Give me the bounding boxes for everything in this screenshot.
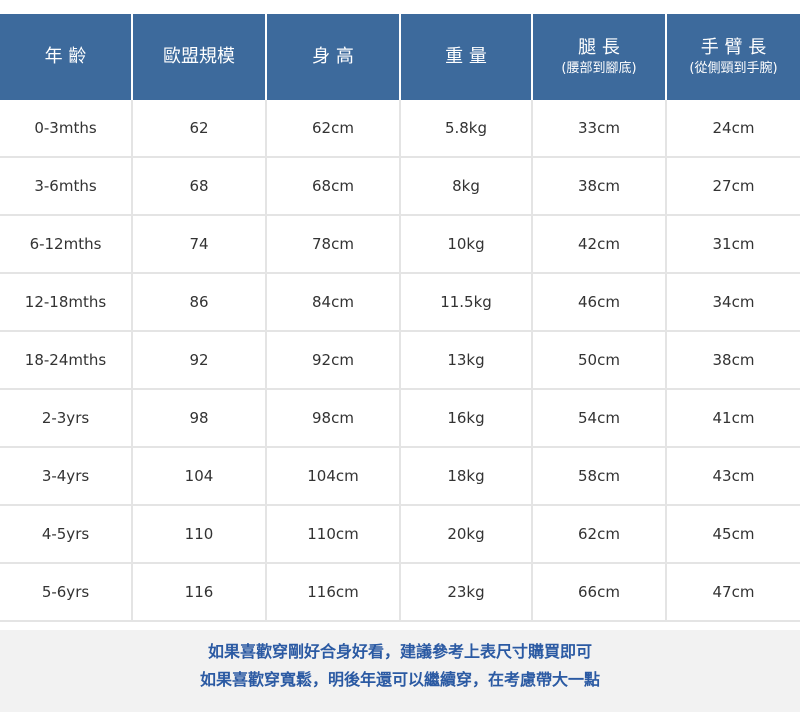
table-cell: 6-12mths (0, 215, 132, 274)
table-cell: 45cm (665, 505, 800, 564)
header-sublabel: (從側頸到手腕) (689, 61, 778, 77)
table-cell: 92cm (265, 331, 400, 390)
table-cell: 74 (131, 215, 266, 274)
table-cell: 86 (131, 273, 266, 332)
table-cell: 116 (131, 563, 266, 622)
table-cell: 116cm (265, 563, 400, 622)
table-row: 18-24mths 92 92cm 13kg 50cm 38cm (0, 331, 800, 390)
header-cell: 年 齡 (0, 14, 132, 100)
table-row: 3-6mths 68 68cm 8kg 38cm 27cm (0, 157, 800, 216)
notes: 如果喜歡穿剛好合身好看，建議參考上表尺寸購買即可 如果喜歡穿寬鬆，明後年還可以繼續… (0, 630, 800, 712)
table-row: 5-6yrs 116 116cm 23kg 66cm 47cm (0, 563, 800, 622)
table-cell: 54cm (531, 389, 666, 448)
table-cell: 50cm (531, 331, 666, 390)
header-sublabel: (腰部到腳底) (561, 61, 637, 77)
header-label: 重 量 (445, 45, 487, 67)
table-cell: 78cm (265, 215, 400, 274)
header-cell: 歐盟規模 (131, 14, 266, 100)
table-cell: 68cm (265, 157, 400, 216)
table-row: 6-12mths 74 78cm 10kg 42cm 31cm (0, 215, 800, 274)
table-cell: 2-3yrs (0, 389, 132, 448)
table-cell: 27cm (665, 157, 800, 216)
table-cell: 98 (131, 389, 266, 448)
table-cell: 12-18mths (0, 273, 132, 332)
table-cell: 38cm (531, 157, 666, 216)
table-row: 2-3yrs 98 98cm 16kg 54cm 41cm (0, 389, 800, 448)
table-cell: 18-24mths (0, 331, 132, 390)
table-row: 3-4yrs 104 104cm 18kg 58cm 43cm (0, 447, 800, 506)
table-cell: 16kg (399, 389, 532, 448)
table-cell: 104cm (265, 447, 400, 506)
header-cell: 身 高 (265, 14, 400, 100)
table-cell: 98cm (265, 389, 400, 448)
table-cell: 24cm (665, 100, 800, 158)
table-cell: 110 (131, 505, 266, 564)
table-cell: 20kg (399, 505, 532, 564)
table-cell: 13kg (399, 331, 532, 390)
table-cell: 33cm (531, 100, 666, 158)
table-cell: 8kg (399, 157, 532, 216)
table-cell: 46cm (531, 273, 666, 332)
table-cell: 110cm (265, 505, 400, 564)
table-cell: 31cm (665, 215, 800, 274)
table-cell: 62 (131, 100, 266, 158)
table-cell: 5-6yrs (0, 563, 132, 622)
table-cell: 0-3mths (0, 100, 132, 158)
header-cell: 腿 長 (腰部到腳底) (531, 14, 666, 100)
table-cell: 3-4yrs (0, 447, 132, 506)
table-cell: 34cm (665, 273, 800, 332)
table-cell: 38cm (665, 331, 800, 390)
table-cell: 68 (131, 157, 266, 216)
header-label: 身 高 (312, 45, 354, 67)
table-cell: 66cm (531, 563, 666, 622)
table-row: 0-3mths 62 62cm 5.8kg 33cm 24cm (0, 100, 800, 158)
table-cell: 41cm (665, 389, 800, 448)
table-row: 4-5yrs 110 110cm 20kg 62cm 45cm (0, 505, 800, 564)
note-line: 如果喜歡穿寬鬆，明後年還可以繼續穿，在考慮帶大一點 (199, 670, 600, 689)
table-cell: 3-6mths (0, 157, 132, 216)
table-cell: 5.8kg (399, 100, 532, 158)
table-cell: 62cm (531, 505, 666, 564)
table-cell: 11.5kg (399, 273, 532, 332)
table-cell: 42cm (531, 215, 666, 274)
table-cell: 58cm (531, 447, 666, 506)
header-row: 年 齡 歐盟規模 身 高 重 量 腿 長 (腰部到腳底) 手 臂 長 (從側頸到手腕) (0, 14, 800, 100)
table-row: 12-18mths 86 84cm 11.5kg 46cm 34cm (0, 273, 800, 332)
table-cell: 18kg (399, 447, 532, 506)
table-cell: 10kg (399, 215, 532, 274)
table-cell: 62cm (265, 100, 400, 158)
note-line: 如果喜歡穿剛好合身好看，建議參考上表尺寸購買即可 (207, 642, 592, 661)
table-cell: 43cm (665, 447, 800, 506)
table-cell: 84cm (265, 273, 400, 332)
table-cell: 23kg (399, 563, 532, 622)
table-cell: 47cm (665, 563, 800, 622)
header-label: 歐盟規模 (163, 45, 235, 67)
header-cell: 手 臂 長 (從側頸到手腕) (665, 14, 800, 100)
table-cell: 4-5yrs (0, 505, 132, 564)
header-label: 年 齡 (44, 45, 87, 67)
header-label: 腿 長 (578, 37, 620, 59)
header-cell: 重 量 (399, 14, 532, 100)
table-body: 0-3mths 62 62cm 5.8kg 33cm 24cm 3-6mths 68 68cm 8… (0, 100, 800, 622)
table-cell: 104 (131, 447, 266, 506)
header-label: 手 臂 長 (700, 37, 767, 59)
size-table: 年 齡 歐盟規模 身 高 重 量 腿 長 (腰部到腳底) 手 臂 長 (從側頸到手腕) 0-3… (0, 14, 800, 622)
table-cell: 92 (131, 331, 266, 390)
